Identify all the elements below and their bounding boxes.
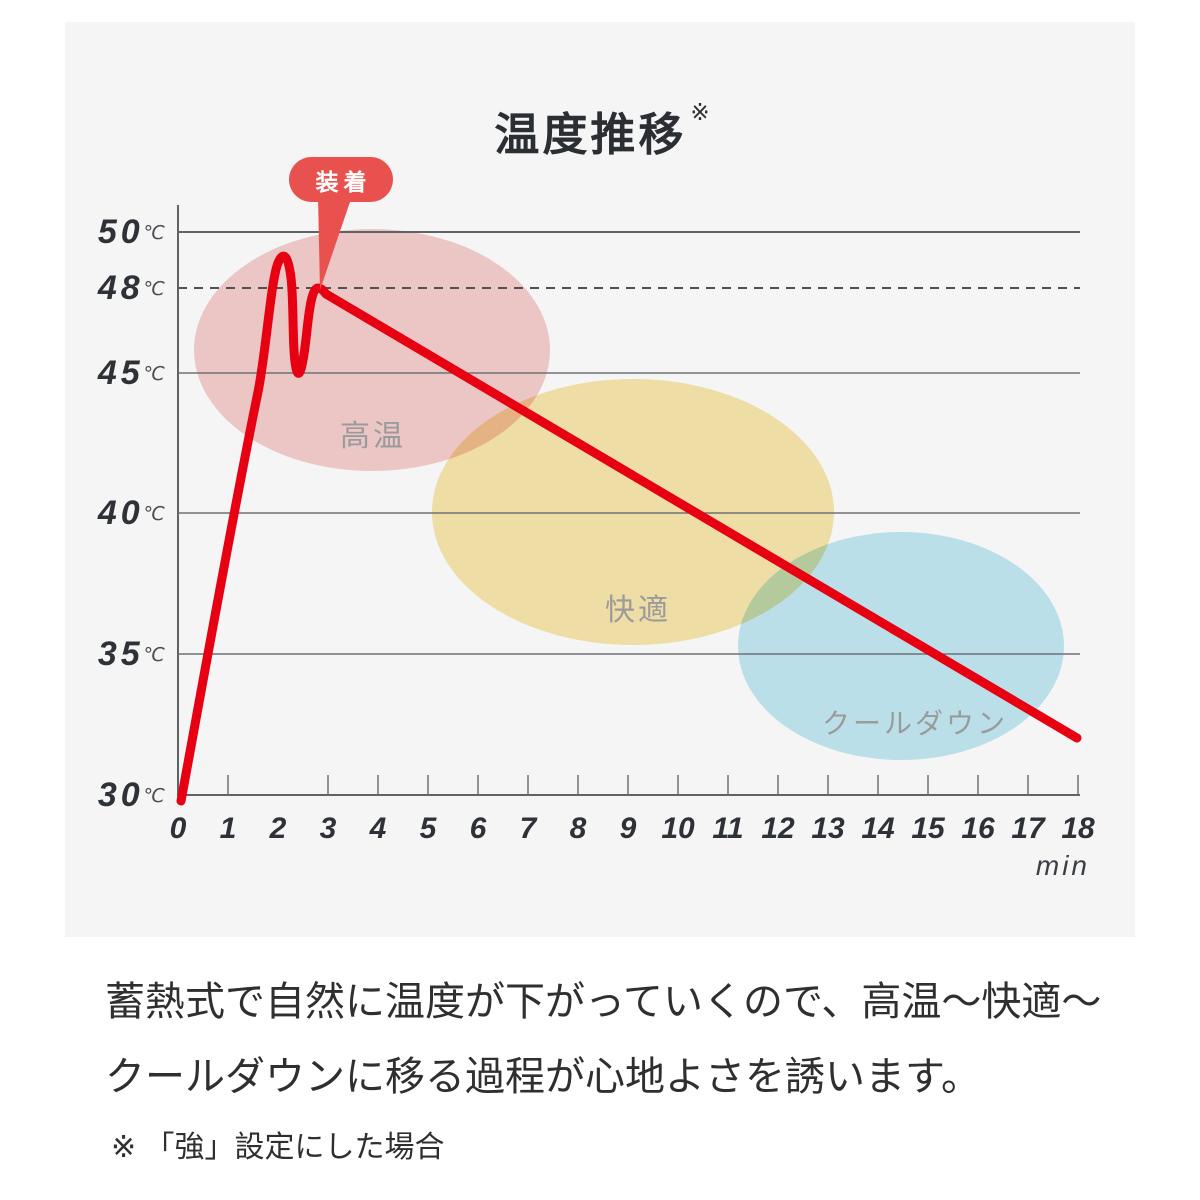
y-axis-label-50: 50℃ (97, 213, 165, 251)
x-axis-label-11: 11 (712, 812, 744, 845)
wear-annotation-badge: 装着 (289, 157, 393, 202)
x-axis-label-12: 12 (761, 812, 795, 845)
x-axis-label-4: 4 (369, 812, 387, 845)
x-axis-label-14: 14 (861, 812, 895, 845)
x-tick-marks (227, 775, 1079, 795)
x-axis-label-2: 2 (269, 812, 287, 845)
zone-ellipse-hot (194, 229, 550, 471)
x-axis-unit-label: min (1035, 850, 1090, 881)
x-axis-label-17: 17 (1011, 812, 1045, 845)
zone-label-cooldown: クールダウン (821, 708, 1008, 739)
x-axis-label-0: 0 (169, 812, 187, 845)
x-axis-label-3: 3 (319, 812, 337, 845)
wear-annotation-label: 装着 (315, 168, 372, 195)
footnote-text: ※ 「強」設定にした場合 (111, 1131, 445, 1164)
x-axis-label-13: 13 (811, 812, 845, 845)
badge-tail (318, 196, 352, 290)
x-axis-label-6: 6 (469, 812, 487, 845)
zone-label-comfort: 快適 (605, 594, 671, 627)
x-axis-label-9: 9 (619, 812, 637, 845)
y-axis-label-45: 45℃ (97, 354, 165, 392)
y-axis-label-30: 30℃ (97, 776, 165, 814)
x-axis-label-18: 18 (1061, 812, 1095, 845)
x-axis-label-1: 1 (219, 812, 237, 845)
y-axis-label-40: 40℃ (97, 494, 165, 532)
y-axis-label-48: 48℃ (97, 269, 165, 307)
temperature-curve (176, 251, 1082, 806)
zone-ellipse-comfort (432, 379, 834, 645)
x-axis-label-16: 16 (961, 812, 995, 845)
x-axis-label-8: 8 (569, 812, 587, 845)
x-axis-label-5: 5 (419, 812, 437, 845)
x-axis-label-10: 10 (661, 812, 695, 845)
title-note-mark: ※ (690, 99, 710, 125)
description-line-2: クールダウンに移る過程が心地よさを誘います。 (105, 1055, 981, 1099)
description-line-1: 蓄熱式で自然に温度が下がっていくので、高温〜快適〜 (105, 980, 1102, 1024)
x-axis-label-15: 15 (911, 812, 945, 845)
chart-title: 温度推移 ※ (0, 98, 1200, 163)
chart-title-text: 温度推移 (494, 109, 687, 160)
zone-label-hot: 高温 (340, 420, 406, 453)
x-axis-label-7: 7 (519, 812, 537, 845)
y-axis-label-35: 35℃ (97, 635, 165, 673)
